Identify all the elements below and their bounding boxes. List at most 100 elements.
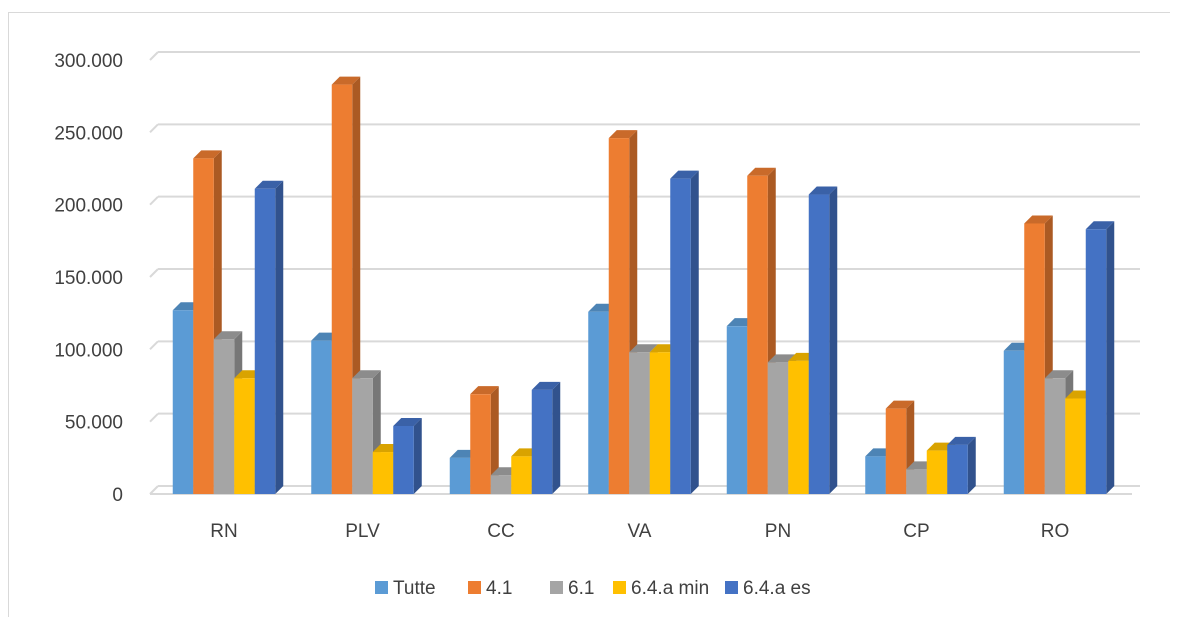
bar-front	[531, 389, 553, 494]
bar-front	[234, 378, 255, 494]
y-tick-label: 150.000	[54, 268, 123, 289]
gridline-depth	[149, 340, 159, 351]
bars	[172, 76, 1115, 495]
y-tick-label: 250.000	[54, 123, 123, 144]
x-tick-label: PLV	[345, 521, 380, 542]
bar-top	[629, 344, 658, 353]
legend: Tutte 4.1 6.1 6.4.a min 6.4.a es	[375, 578, 811, 599]
bar-front	[1044, 378, 1066, 494]
gridline-depth	[149, 51, 159, 61]
bar-top	[352, 370, 381, 379]
gridline-depth	[149, 268, 159, 278]
bar-front	[449, 457, 471, 494]
bar-top	[393, 418, 422, 427]
legend-item: Tutte	[375, 578, 436, 599]
bar-front	[726, 326, 748, 494]
bar-front	[490, 475, 512, 494]
x-tick-label: PN	[765, 521, 791, 542]
bar-front	[747, 175, 768, 494]
bar-RN-6-4-a-es	[254, 180, 284, 494]
bar-front	[193, 158, 214, 494]
bar-side	[829, 186, 838, 495]
gridline-depth	[149, 485, 159, 495]
legend-swatch	[613, 581, 626, 594]
bar-front	[906, 469, 927, 494]
x-tick-label: CC	[487, 521, 514, 542]
legend-item: 6.4.a min	[613, 578, 709, 599]
bar-front	[885, 408, 907, 494]
bar-front	[947, 444, 968, 494]
chart-frame	[8, 12, 1170, 617]
bar-front	[865, 456, 886, 494]
bar-PN-6-4-a-es	[808, 186, 838, 495]
bar-top	[947, 436, 976, 445]
bar-front	[1065, 398, 1086, 494]
bar-front	[767, 362, 789, 494]
legend-label: Tutte	[393, 578, 436, 599]
legend-swatch	[468, 581, 481, 594]
bar-top	[531, 381, 561, 390]
bar-top	[193, 150, 222, 159]
bar-CC-4-1	[470, 386, 499, 494]
bar-top	[213, 331, 243, 340]
bar-front	[588, 311, 609, 494]
bar-front	[1085, 229, 1107, 494]
y-tick-label: 300.000	[54, 51, 123, 72]
bar-side	[413, 418, 422, 494]
y-axis-ticks: 0 50.000 100.000 150.000 200.000 250.000 300.0…	[54, 51, 123, 506]
bar-front	[311, 340, 332, 494]
y-tick-label: 200.000	[54, 196, 123, 217]
bar-side	[552, 381, 561, 494]
bar-RO-6-4-a-es	[1085, 221, 1115, 494]
bar-front	[393, 426, 414, 494]
bar-top	[747, 167, 776, 176]
bar-CP-6-4-a-es	[947, 436, 976, 494]
bar-front	[670, 178, 691, 495]
bar-PLV-6-1	[352, 370, 381, 494]
bar-front	[372, 452, 394, 494]
legend-swatch	[550, 581, 563, 594]
bar-front	[254, 188, 276, 494]
bar-side	[275, 180, 284, 494]
bar-front	[808, 194, 830, 495]
bar-front	[608, 138, 630, 494]
bar-top	[808, 186, 838, 195]
y-tick-label: 100.000	[54, 340, 123, 361]
bar-side	[690, 170, 699, 495]
legend-item: 6.4.a es	[725, 578, 811, 599]
bar-front	[352, 378, 373, 494]
legend-swatch	[725, 581, 738, 594]
x-tick-label: RN	[210, 521, 237, 542]
x-axis-ticks: RN PLV CC VA PN CP RO	[210, 521, 1069, 542]
legend-swatch	[375, 581, 388, 594]
bar-VA-6-4-a-es	[670, 170, 699, 495]
bar-top	[331, 76, 361, 85]
legend-item: 6.1	[550, 578, 594, 599]
gridline-depth	[149, 123, 159, 134]
y-tick-label: 50.000	[65, 413, 123, 434]
bar-PLV-6-4-a-es	[393, 418, 422, 494]
bar-front	[331, 84, 353, 495]
bar-side	[490, 386, 499, 494]
bar-side	[1106, 221, 1115, 494]
bar-CC-6-4-a-es	[531, 381, 561, 494]
bar-front	[1024, 223, 1045, 494]
bar-front	[172, 310, 194, 494]
y-tick-label: 0	[112, 485, 123, 506]
bar-top	[885, 400, 915, 409]
x-tick-label: RO	[1041, 521, 1070, 542]
gridline-depth	[149, 195, 159, 206]
bar-front	[1003, 350, 1025, 494]
gridline-depth	[149, 412, 159, 423]
bar-top	[608, 130, 638, 139]
bar-top	[470, 386, 499, 395]
x-tick-label: VA	[628, 521, 652, 542]
bar-top	[670, 170, 699, 179]
bar-front	[511, 456, 532, 494]
bar-front	[629, 352, 650, 494]
bar-top	[1085, 221, 1115, 230]
bar-front	[926, 450, 948, 494]
legend-label: 6.1	[568, 578, 594, 599]
bar-front	[470, 394, 491, 494]
